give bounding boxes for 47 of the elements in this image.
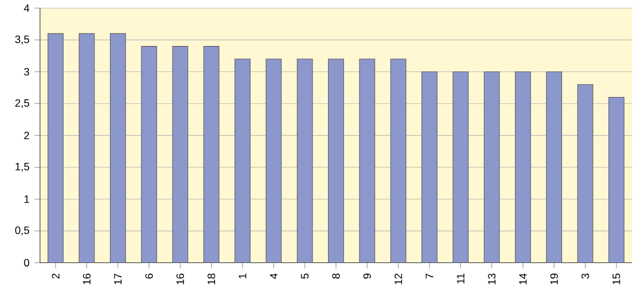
x-tick-label: 11 xyxy=(456,274,464,284)
x-tick-label: 3 xyxy=(581,274,590,279)
bar xyxy=(203,46,220,263)
x-tick-label: 18 xyxy=(208,274,216,284)
x-tick-label: 15 xyxy=(612,274,620,284)
bar xyxy=(452,71,469,263)
x-tick-label: 4 xyxy=(270,273,278,279)
x-tick-label: 8 xyxy=(332,274,340,279)
bar xyxy=(266,58,282,263)
bar xyxy=(234,58,250,263)
y-tick-label: 4 xyxy=(24,4,30,12)
x-tick-label: 13 xyxy=(488,274,496,284)
y-tick-label: 3,5 xyxy=(15,35,30,44)
y-tick-label: 2,5 xyxy=(15,99,30,108)
bar xyxy=(328,58,344,263)
bar xyxy=(390,58,406,263)
x-tick-label: 17 xyxy=(114,274,122,284)
x-tick-label: 1 xyxy=(238,274,246,278)
x-tick-label: 9 xyxy=(363,274,371,279)
x-tick-label: 12 xyxy=(394,274,402,284)
bar xyxy=(359,58,376,263)
bar xyxy=(484,71,500,263)
x-tick-label: 16 xyxy=(82,274,91,284)
x-tick-label: 5 xyxy=(301,274,309,279)
bar xyxy=(141,46,157,263)
bar xyxy=(48,33,64,263)
bar xyxy=(577,84,594,263)
bar xyxy=(172,46,188,263)
x-tick-label: 7 xyxy=(426,274,434,279)
y-tick-label: 2 xyxy=(24,132,30,140)
x-tick-label: 19 xyxy=(550,274,558,284)
bar xyxy=(515,71,531,263)
bar xyxy=(608,96,624,263)
x-tick-label: 14 xyxy=(519,273,527,284)
x-tick-label: 16 xyxy=(176,274,184,284)
x-tick-label: 2 xyxy=(52,274,60,279)
y-tick-label: 0,5 xyxy=(15,226,30,236)
bar xyxy=(110,33,126,263)
y-tick-label: 1,5 xyxy=(16,162,30,172)
bar xyxy=(546,71,562,263)
y-tick-label: 3 xyxy=(24,68,30,76)
bar xyxy=(422,71,438,263)
bar xyxy=(296,58,313,263)
bar xyxy=(78,33,95,263)
x-tick-label: 6 xyxy=(145,274,153,279)
y-tick-label: 1 xyxy=(24,195,30,203)
y-tick-label: 0 xyxy=(24,258,30,266)
